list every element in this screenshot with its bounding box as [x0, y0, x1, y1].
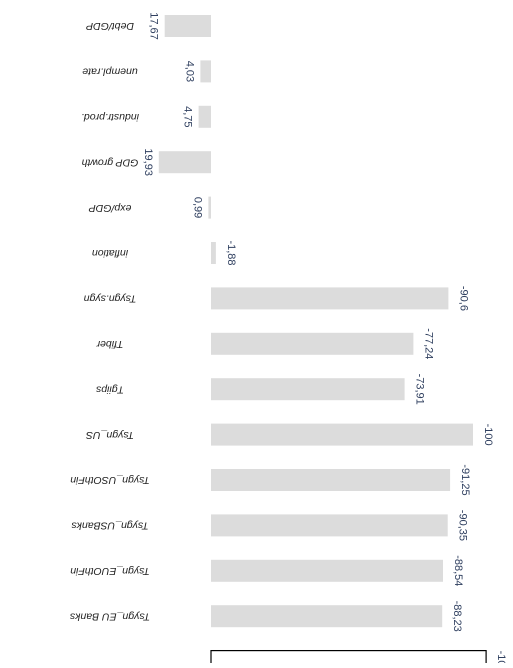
bar-industr-prod- — [198, 105, 211, 128]
value-label: 4,75 — [182, 106, 194, 127]
value-label: -88,54 — [452, 555, 464, 586]
category-label: Tgiips — [95, 383, 124, 395]
category-label: Tsygn_US — [86, 429, 134, 441]
bar-tfiber — [211, 332, 414, 355]
value-label: -1,88 — [225, 240, 237, 265]
category-label: Tsygn_USOthFin — [70, 474, 150, 486]
category-label: Tsygn_EUOthFin — [70, 565, 150, 577]
bar-tsygn-sygn — [211, 287, 449, 310]
category-label: Debt/GDP — [86, 20, 134, 32]
bar-tsygn-eu-banks — [211, 605, 443, 628]
bar-unempl-rate — [200, 60, 211, 83]
bar-exp-gdp — [208, 196, 211, 219]
category-label: GDP growth — [81, 156, 138, 168]
value-label: -105 — [495, 651, 507, 663]
value-label: -90,6 — [457, 286, 469, 311]
bar-tgiips — [211, 378, 405, 401]
category-label: Tfiber — [96, 338, 123, 350]
bar-debt-gdp — [164, 15, 211, 37]
value-label: -88,23 — [451, 601, 463, 632]
value-label: 19,93 — [142, 148, 154, 176]
bar-inflation — [211, 242, 216, 264]
category-label: industr.prod. — [81, 111, 139, 123]
category-label: Tsygn_USBanks — [71, 520, 149, 532]
value-label: 17,67 — [148, 12, 160, 40]
value-label: -90,35 — [457, 510, 469, 541]
bar-blank — [210, 649, 487, 668]
value-label: 4,03 — [183, 61, 195, 82]
bar-tsygn-usothfin — [211, 469, 451, 491]
category-label: Tsygn.sygn — [83, 293, 136, 305]
value-label: -73,91 — [414, 374, 426, 405]
labels-layer: 17,67 Debt/GDP 4,03 unempl.rate 4,75 industr.… — [69, 12, 507, 668]
category-label: inflation — [92, 247, 128, 259]
category-label: Tsygn_EU Banks — [69, 610, 150, 622]
value-label: -91,25 — [459, 464, 471, 495]
value-label: -77,24 — [422, 328, 434, 359]
bar-tsygn-usbanks — [211, 514, 448, 537]
value-label: 0,99 — [191, 197, 203, 218]
bar-tsygn-us — [211, 423, 473, 446]
category-label: exp/GDP — [89, 202, 132, 214]
bars-layer — [158, 15, 487, 668]
bar-tsygn-euothfin — [211, 559, 443, 582]
category-label: unempl.rate — [82, 66, 138, 78]
bar-gdp-growth — [158, 151, 211, 174]
value-label: -100 — [482, 424, 494, 446]
